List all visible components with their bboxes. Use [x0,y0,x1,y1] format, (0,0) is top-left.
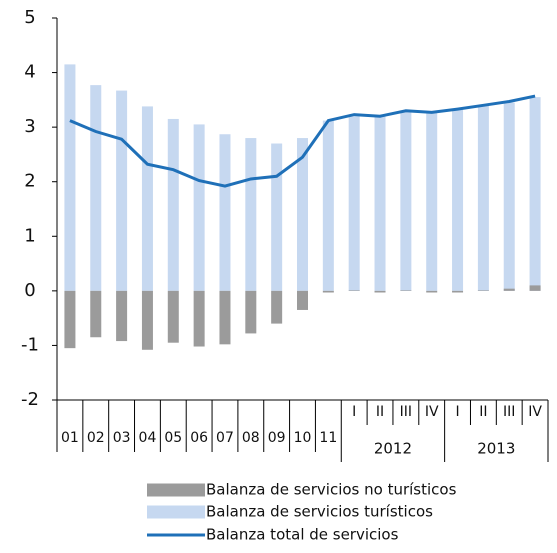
y-tick-label: -1 [21,334,39,355]
y-tick-label: 0 [24,280,35,301]
x-tick-label: 11 [319,430,337,446]
bar [529,285,541,291]
x-tick-label: 05 [164,430,182,446]
x-tick-label: 08 [242,430,260,446]
bar [90,290,102,338]
bar [452,109,464,291]
bar [271,290,283,324]
x-tick-label: IV [425,404,439,420]
bar [400,111,412,291]
bar [426,290,438,293]
bar [297,138,308,291]
x-tick-label: 07 [216,430,234,446]
bar [245,290,257,334]
bar [245,138,257,291]
legend-swatch [147,483,205,497]
x-tick-label: II [479,404,487,420]
x-tick-label: 10 [294,430,312,446]
bar [348,116,360,291]
y-tick-label: 2 [24,171,35,192]
x-group-label: 2013 [477,440,515,458]
y-tick-label: 4 [24,62,35,83]
x-tick-label: III [400,404,412,420]
x-tick-label: II [376,404,384,420]
x-tick-label: I [352,404,356,420]
bar [348,290,360,291]
bar [477,290,489,291]
bar [400,290,412,291]
bar [426,112,438,291]
bar [322,120,334,291]
x-tick-label: III [503,404,515,420]
x-tick-label: IV [528,404,542,420]
bar [503,102,515,291]
x-tick-label: 01 [61,430,79,446]
bar [219,134,231,291]
bar [193,124,205,291]
bar [477,105,489,291]
bar [116,90,128,291]
bar [193,290,205,347]
y-tick-label: -2 [21,389,39,410]
bar [116,290,128,342]
bar [90,85,102,291]
y-tick-label: 3 [24,116,35,137]
bar [141,106,153,291]
legend-label: Balanza de servicios no turísticos [206,481,457,499]
bar [322,290,334,293]
bar [503,288,515,291]
bar [374,290,386,293]
legend-label: Balanza total de servicios [206,526,399,544]
y-tick-label: 1 [24,225,35,246]
bar [452,290,464,293]
y-tick-label: 5 [24,7,35,28]
bar [374,116,386,291]
bar [219,290,231,345]
x-group-label: 2012 [374,440,412,458]
bar [529,97,541,291]
x-tick-label: 03 [113,430,131,446]
legend-swatch [147,505,205,519]
bar [271,143,283,291]
legend-label: Balanza de servicios turísticos [206,503,433,521]
bar [297,290,308,310]
line [69,94,536,188]
x-tick-label: 06 [190,430,208,446]
bar [64,290,76,349]
bar [64,64,76,291]
x-tick-label: 04 [139,430,157,446]
x-tick-label: 02 [87,430,105,446]
x-tick-label: I [455,404,459,420]
x-tick-label: 09 [268,430,286,446]
bar [167,118,179,291]
bar [141,290,153,350]
bar [167,290,179,343]
